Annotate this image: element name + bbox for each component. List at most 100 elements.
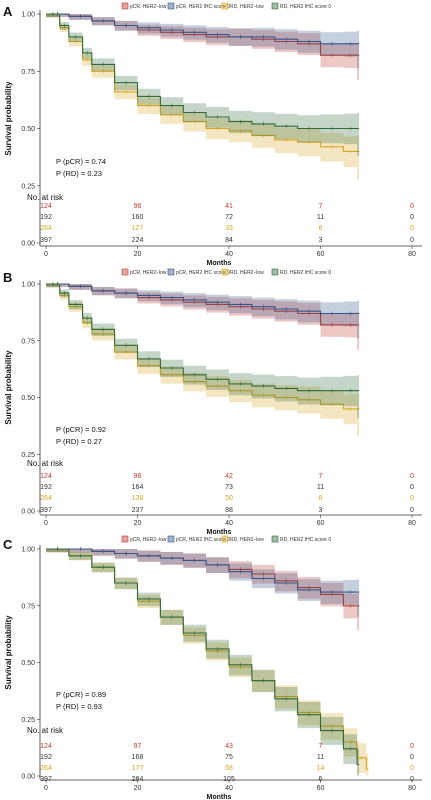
legend-label: RD, HER2 IHC score 0 (280, 4, 331, 10)
x-tick-label: 60 (317, 251, 325, 258)
risk-table-cell: 41 (225, 203, 233, 210)
risk-table-cell: 192 (40, 214, 52, 221)
risk-table-cell: 72 (225, 214, 233, 221)
risk-table-cell: 397 (40, 237, 52, 244)
risk-table-cell: 14 (317, 765, 325, 772)
panel-label: C (3, 537, 13, 552)
legend: pCR, HER2−low pCR, HER2 IHC score 0 RD, HE… (121, 535, 331, 543)
y-axis-label: Survival probability (4, 615, 13, 690)
p-value-annotation: P (pCR) = 0.74 (56, 157, 106, 166)
risk-table-cell: 7 (319, 203, 323, 210)
risk-table-cell: 6 (319, 776, 323, 783)
risk-table-cell: 164 (132, 484, 144, 491)
legend-label: pCR, HER2−low (130, 4, 167, 10)
panel-label: B (3, 270, 12, 285)
risk-table-cell: 96 (134, 203, 142, 210)
x-tick-label: 0 (44, 520, 48, 527)
confidence-band (46, 14, 360, 69)
y-axis-label: Survival probability (4, 81, 13, 156)
risk-table-cell: 0 (410, 765, 414, 772)
risk-table-cell: 0 (410, 776, 414, 783)
risk-table-cell: 160 (132, 214, 144, 221)
y-tick-label: 0.00 (21, 774, 35, 781)
confidence-band (46, 284, 360, 350)
risk-table-cell: 42 (225, 473, 233, 480)
x-tick-label: 20 (134, 520, 142, 527)
risk-table-cell: 138 (132, 495, 144, 502)
legend-swatch (167, 535, 175, 543)
legend-swatch (221, 268, 229, 276)
series-line (46, 13, 360, 45)
legend-label: RD, HER2 IHC score 0 (280, 270, 331, 276)
risk-table-cell: 224 (132, 237, 144, 244)
legend-swatch (121, 268, 129, 276)
y-tick-label: 0.00 (21, 241, 35, 248)
risk-table-cell: 0 (410, 484, 414, 491)
legend-label: RD, HER2 IHC score 0 (280, 537, 331, 543)
legend-label: pCR, HER2−low (130, 537, 167, 543)
x-tick-label: 0 (44, 251, 48, 258)
risk-table-cell: 264 (40, 495, 52, 502)
risk-table-cell: 8 (319, 495, 323, 502)
x-tick-label: 40 (225, 785, 233, 792)
risk-table-cell: 11 (317, 214, 324, 221)
risk-table-cell: 7 (319, 743, 323, 750)
series-line (46, 283, 360, 392)
chart-panel-b: B Survival probability 0.00 0.25 0.50 0.75 1.0… (3, 268, 422, 536)
y-axis-label: Survival probability (4, 350, 13, 425)
risk-table-cell: 0 (410, 473, 414, 480)
x-tick-label: 40 (225, 520, 233, 527)
risk-table-cell: 105 (223, 776, 235, 783)
chart-panel-c: C Survival probability 0.00 0.25 0.50 0.75 1.0… (3, 535, 422, 800)
x-tick-label: 20 (134, 785, 142, 792)
risk-table-cell: 6 (319, 225, 323, 232)
confidence-band (46, 549, 360, 617)
risk-table-cell: 177 (132, 765, 144, 772)
risk-table-cell: 0 (410, 507, 414, 514)
risk-table-cell: 97 (134, 743, 142, 750)
risk-table-cell: 237 (132, 507, 144, 514)
x-tick-label: 80 (408, 785, 416, 792)
series-line (46, 548, 360, 593)
confidence-band (46, 549, 360, 631)
chart-panel-a: A Survival probability 0.00 0.25 0.50 0.75 1.0… (3, 2, 422, 267)
y-tick-label: 1.00 (21, 12, 35, 19)
x-tick-label: 80 (408, 520, 416, 527)
risk-table-cell: 124 (40, 203, 52, 210)
y-tick-label: 1.00 (21, 547, 35, 554)
confidence-band (46, 284, 360, 419)
x-tick-label: 80 (408, 251, 416, 258)
legend-label: pCR, HER2 IHC score 0 (176, 537, 230, 543)
risk-table-cell: 192 (40, 484, 52, 491)
risk-table-title: No. at risk (27, 193, 64, 202)
y-tick-label: 0.00 (21, 509, 35, 516)
risk-table-cell: 127 (132, 225, 144, 232)
risk-table-cell: 0 (410, 214, 414, 221)
risk-table-cell: 0 (410, 203, 414, 210)
risk-table-cell: 0 (410, 237, 414, 244)
x-axis-label: Months (207, 529, 232, 536)
risk-table-cell: 88 (225, 507, 233, 514)
y-tick-label: 0.50 (21, 660, 35, 667)
series-line (46, 13, 360, 130)
legend-swatch (271, 535, 279, 543)
y-tick-label: 0.50 (21, 126, 35, 133)
risk-table-cell: 124 (40, 473, 52, 480)
y-tick-label: 1.00 (21, 282, 35, 289)
legend-label: pCR, HER2 IHC score 0 (176, 4, 230, 10)
risk-table-cell: 284 (132, 776, 144, 783)
panel-label: A (3, 4, 13, 19)
legend-swatch (121, 535, 129, 543)
legend: pCR, HER2−low pCR, HER2 IHC score 0 RD, HE… (121, 2, 331, 10)
p-value-annotation: P (RD) = 0.93 (56, 702, 102, 711)
confidence-band (46, 14, 360, 180)
risk-table-cell: 11 (317, 754, 324, 761)
risk-table-cell: 3 (319, 507, 323, 514)
risk-table-cell: 75 (225, 754, 233, 761)
risk-table-cell: 0 (410, 743, 414, 750)
risk-table-cell: 84 (225, 237, 233, 244)
confidence-band (46, 14, 360, 157)
y-tick-label: 0.25 (21, 717, 35, 724)
risk-table-cell: 96 (134, 473, 142, 480)
